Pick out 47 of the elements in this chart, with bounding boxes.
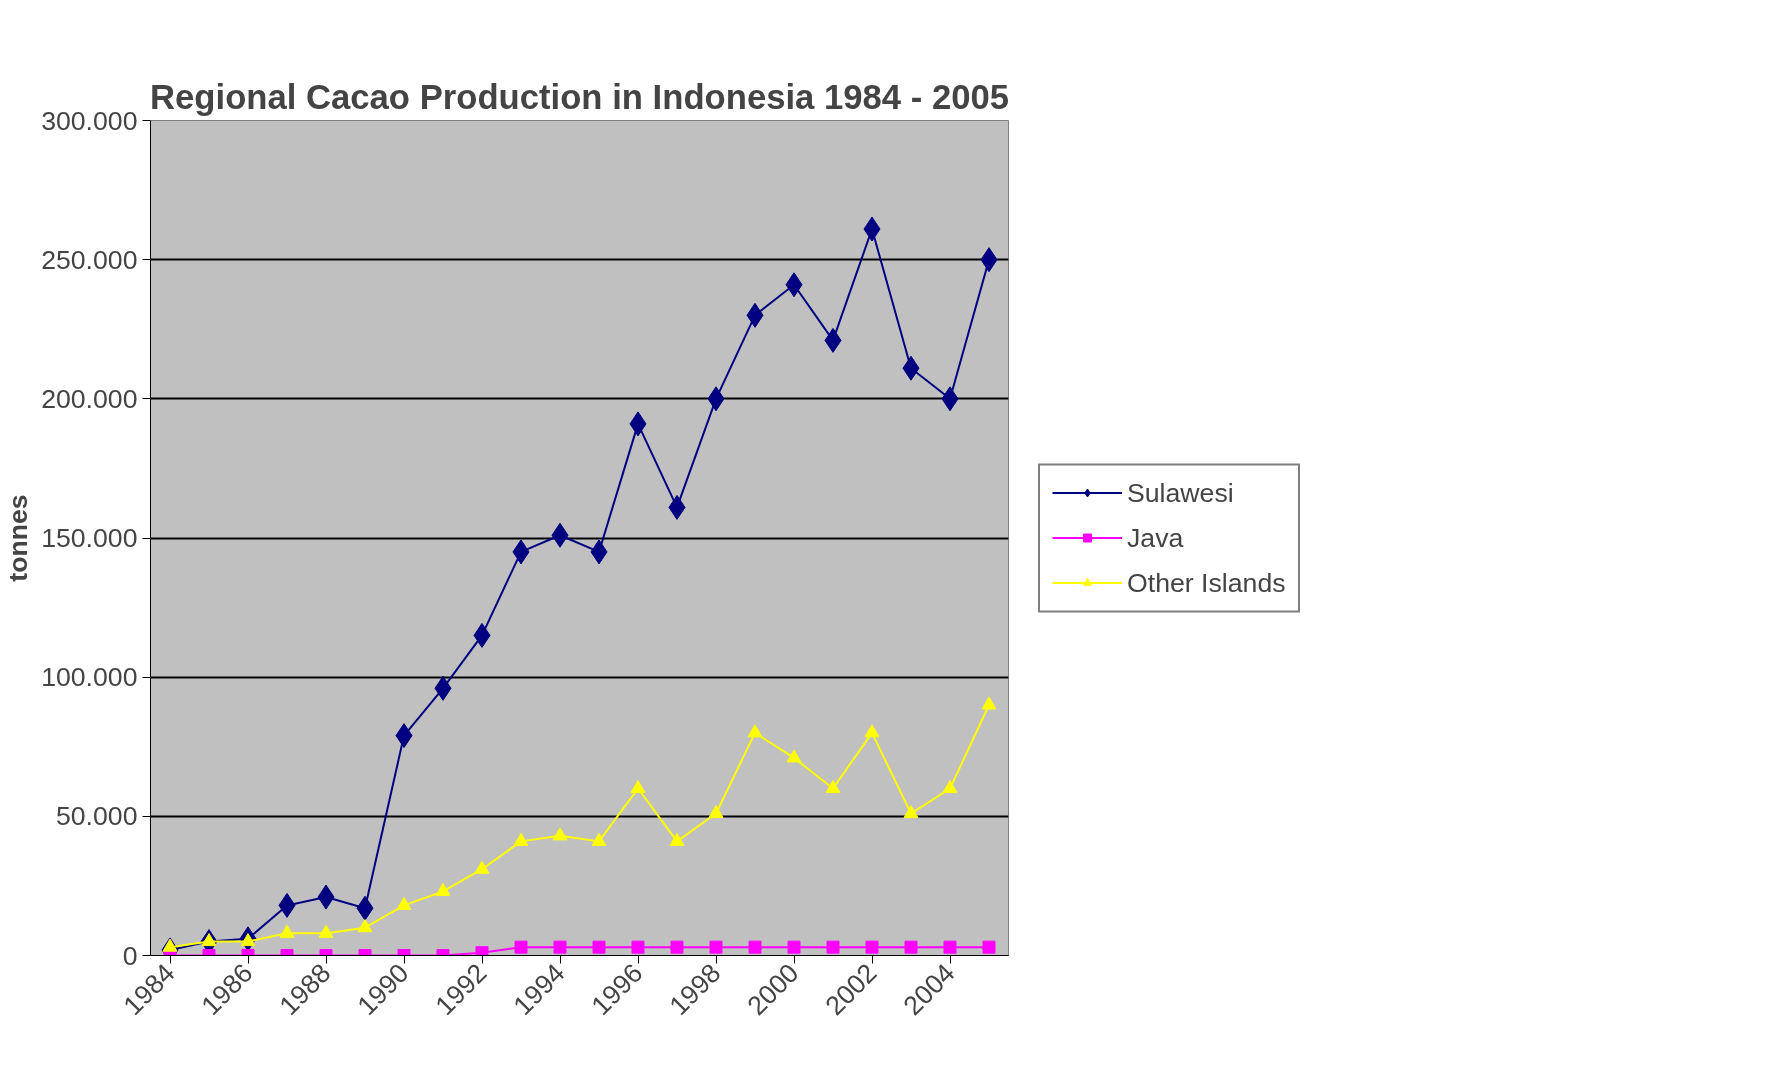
point: [826, 940, 840, 954]
point: [748, 940, 762, 954]
point: [592, 940, 606, 954]
point: [475, 946, 489, 956]
chart-title: Regional Cacao Production in Indonesia 1984 - 2005: [150, 77, 1009, 116]
point: [981, 696, 997, 710]
point: [279, 924, 295, 938]
point: [357, 919, 373, 933]
point: [747, 724, 763, 738]
point: [709, 940, 723, 954]
y-tick-label: 50.000: [55, 801, 138, 832]
point: [630, 779, 646, 794]
point: [903, 804, 919, 819]
point: [787, 940, 801, 954]
point: [631, 940, 645, 954]
y-tick-label: 250.000: [41, 244, 138, 275]
point: [943, 940, 957, 954]
point: [786, 749, 802, 763]
point: [201, 933, 217, 947]
y-tick-label: 300.000: [41, 105, 138, 136]
y-tick-label: 150.000: [41, 523, 138, 553]
point: [669, 832, 685, 846]
point: [670, 940, 684, 954]
legend-label: Other Islands: [1127, 567, 1286, 598]
point: [513, 832, 529, 846]
point: [318, 924, 334, 938]
legend-label: Sulawesi: [1127, 477, 1234, 508]
point: [864, 724, 880, 738]
point: [396, 896, 412, 910]
point: [553, 940, 567, 954]
point: [552, 827, 568, 841]
point: [708, 804, 724, 819]
point: [474, 860, 490, 874]
point: [514, 940, 528, 954]
point: [904, 940, 918, 954]
point: [825, 779, 841, 794]
point: [162, 938, 178, 952]
point: [435, 882, 451, 897]
point: [942, 779, 958, 794]
legend-label: Java: [1127, 522, 1184, 553]
y-tick-label: 200.000: [41, 383, 138, 414]
point: [865, 940, 879, 954]
point: [982, 940, 996, 954]
y-axis-title: tonnes: [3, 494, 34, 582]
point: [591, 832, 607, 846]
y-tick-label: 0: [122, 940, 138, 971]
y-tick-label: 100.000: [41, 662, 138, 693]
